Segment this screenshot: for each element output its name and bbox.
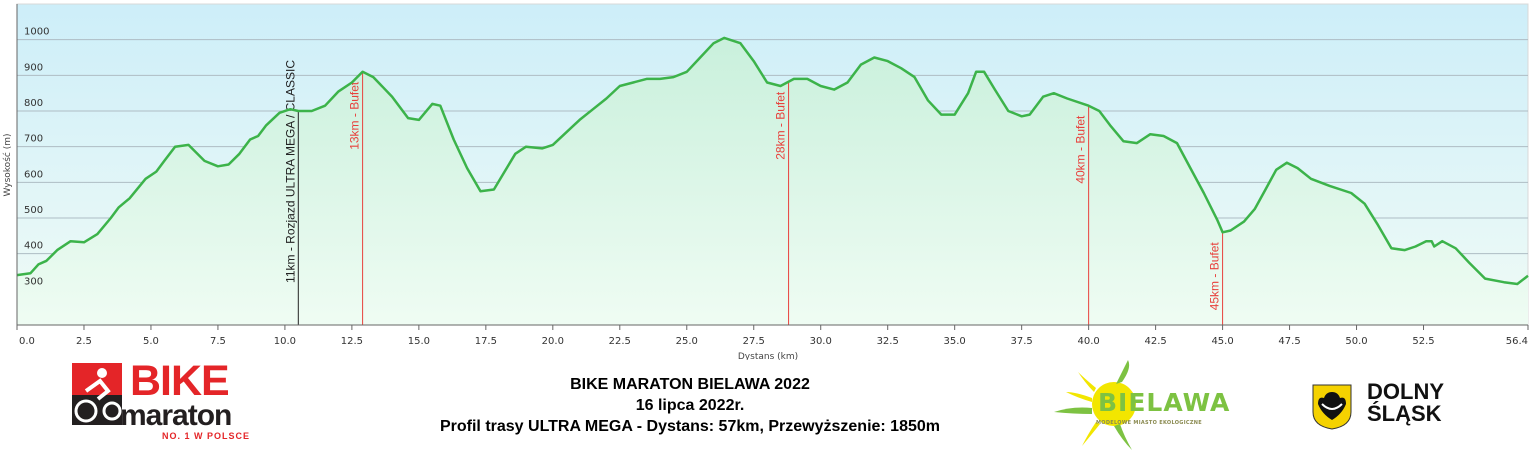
x-tick-label: 30.0 <box>810 336 832 347</box>
x-tick-label: 22.5 <box>609 336 631 347</box>
dolny-word: DOLNY <box>1367 379 1444 404</box>
marker-label: 13km - Bufet <box>348 81 362 150</box>
x-tick-label: 10.0 <box>274 336 296 347</box>
y-tick-label: 700 <box>24 134 43 145</box>
eagle-crest-icon <box>1312 384 1352 430</box>
x-tick-label: 5.0 <box>143 336 159 347</box>
maraton-logo-word: maraton <box>120 399 232 432</box>
x-tick-label: 47.5 <box>1278 336 1300 347</box>
marker-label: 45km - Bufet <box>1208 242 1222 311</box>
x-tick-label: 0.0 <box>19 336 35 347</box>
dolny-slask-logo: DOLNY ŚLĄSK <box>1312 381 1472 434</box>
x-axis-title: Dystans (km) <box>738 352 798 360</box>
x-tick-label: 40.0 <box>1077 336 1099 347</box>
elevation-area <box>17 37 1528 326</box>
x-tick-label: 20.0 <box>542 336 564 347</box>
event-title: BIKE MARATON BIELAWA 2022 <box>570 376 810 393</box>
x-tick-label: 56.4 <box>1506 336 1528 347</box>
x-tick-label: 52.5 <box>1412 336 1434 347</box>
y-tick-label: 400 <box>24 241 43 252</box>
y-axis-title: Wysokość (m) <box>2 134 13 197</box>
x-tick-label: 12.5 <box>341 336 363 347</box>
x-tick-label: 2.5 <box>76 336 92 347</box>
y-tick-label: 600 <box>24 169 43 180</box>
x-tick-label: 42.5 <box>1144 336 1166 347</box>
y-tick-label: 300 <box>24 276 43 287</box>
slask-word: ŚLĄSK <box>1367 401 1442 426</box>
bike-logo-word: BIKE <box>130 357 230 405</box>
x-tick-label: 27.5 <box>743 336 765 347</box>
bike-logo-tagline: NO. 1 W POLSCE <box>162 431 251 441</box>
marker-label: 11km - Rozjazd ULTRA MEGA / CLASSIC <box>283 60 297 283</box>
dolny-slask-logo-word: DOLNY ŚLĄSK <box>1367 381 1444 425</box>
bike-maraton-logo: BIKE maraton NO. 1 W POLSCE <box>72 357 297 445</box>
y-tick-label: 800 <box>24 98 43 109</box>
route-summary: Profil trasy ULTRA MEGA - Dystans: 57km,… <box>439 418 940 435</box>
y-tick-label: 1000 <box>24 27 49 38</box>
chart-title: BIKE MARATON BIELAWA 2022 16 lipca 2022r… <box>340 374 1040 437</box>
sun-icon <box>1054 360 1136 450</box>
x-tick-label: 7.5 <box>210 336 226 347</box>
cyclist-icon <box>72 363 122 425</box>
x-tick-label: 50.0 <box>1345 336 1367 347</box>
x-tick-label: 25.0 <box>676 336 698 347</box>
elevation-chart: 11km - Rozjazd ULTRA MEGA / CLASSIC 13km … <box>2 3 1529 360</box>
bielawa-logo-word: BIELAWA <box>1098 388 1231 417</box>
elevation-line <box>16 36 1529 286</box>
x-tick-label: 17.5 <box>475 336 497 347</box>
bielawa-logo: BIELAWA MODELOWE MIASTO EKOLOGICZNE <box>1052 358 1232 452</box>
marker-label: 28km - Bufet <box>774 91 788 160</box>
x-tick-label: 35.0 <box>944 336 966 347</box>
bielawa-logo-tagline: MODELOWE MIASTO EKOLOGICZNE <box>1096 420 1202 426</box>
x-tick-label: 15.0 <box>408 336 430 347</box>
x-tick-label: 45.0 <box>1211 336 1233 347</box>
event-date: 16 lipca 2022r. <box>635 397 745 414</box>
y-tick-label: 500 <box>24 205 43 216</box>
y-tick-label: 900 <box>24 62 43 73</box>
x-tick-label: 37.5 <box>1011 336 1033 347</box>
marker-label: 40km - Bufet <box>1074 115 1088 184</box>
x-tick-label: 32.5 <box>877 336 899 347</box>
